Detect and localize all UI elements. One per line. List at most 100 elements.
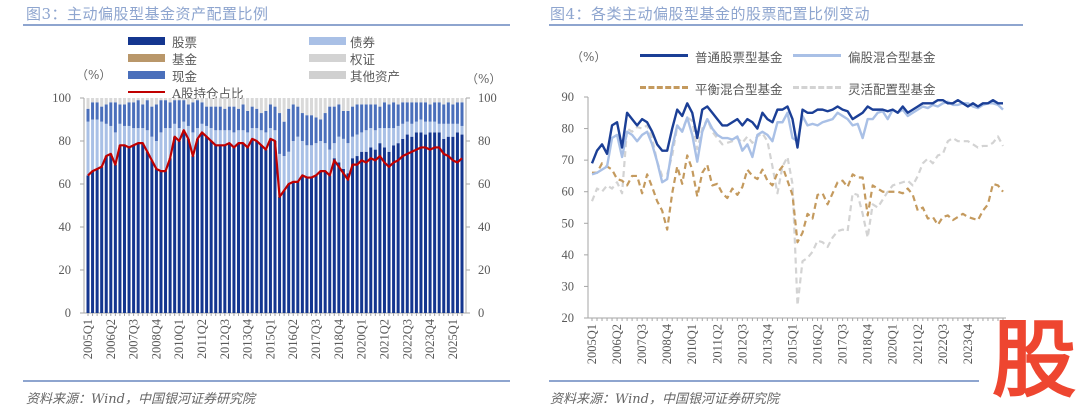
bar-segment (104, 156, 108, 313)
bar-segment (332, 158, 336, 313)
bar-segment (323, 143, 327, 172)
x-tick-label: 2020Q1 (886, 324, 900, 364)
bar-segment (424, 121, 428, 135)
bar-segment (246, 147, 250, 313)
bar-segment (337, 136, 341, 163)
bar-segment (360, 132, 364, 152)
bar-segment (109, 153, 113, 313)
bar-segment (460, 134, 464, 313)
bar-segment (309, 98, 313, 116)
bar-segment (323, 113, 327, 144)
bar-segment (442, 98, 446, 105)
bar-segment (136, 98, 140, 101)
bar-segment (91, 119, 95, 172)
x-tick-label: 2005Q1 (585, 324, 599, 364)
bar-segment (378, 143, 382, 313)
bar-segment (159, 132, 163, 172)
bar-segment (309, 177, 313, 313)
bar-segment (259, 98, 263, 114)
bar-segment (282, 121, 286, 157)
bar-segment (177, 128, 181, 141)
left-y-unit: （%） (76, 68, 112, 82)
bar-segment (227, 130, 231, 144)
bar-segment (296, 106, 300, 137)
bar-segment (145, 98, 149, 101)
bar-segment (291, 98, 295, 105)
bar-segment (455, 102, 459, 124)
x-tick-label: 2006Q2 (610, 324, 624, 364)
bar-segment (145, 100, 149, 131)
bar-segment (264, 132, 268, 150)
bar-segment (446, 102, 450, 124)
bar-segment (437, 102, 441, 124)
bar-segment (328, 175, 332, 313)
x-tick-label: 2021Q2 (377, 319, 391, 359)
bar-segment (177, 100, 181, 129)
bar-segment (410, 123, 414, 137)
bar-segment (332, 98, 336, 107)
bar-segment (364, 104, 368, 131)
legend-label-stock: 股票 (172, 35, 198, 50)
bar-segment (419, 102, 423, 120)
bar-segment (314, 117, 318, 144)
bar-segment (300, 113, 304, 141)
bar-segment (319, 119, 323, 141)
bar-segment (346, 173, 350, 313)
bar-segment (237, 98, 241, 109)
bar-segment (118, 104, 122, 124)
bar-segment (223, 130, 227, 146)
bar-segment (186, 98, 190, 105)
bar-segment (209, 141, 213, 313)
bar-segment (241, 104, 245, 131)
bar-segment (109, 102, 113, 126)
bar-segment (182, 100, 186, 122)
bar-segment (205, 136, 209, 313)
bar-segment (232, 147, 236, 313)
bar-segment (337, 104, 341, 137)
bar-segment (214, 145, 218, 313)
bar-segment (100, 106, 104, 122)
bar-segment (414, 132, 418, 313)
y-tick-label: 20 (59, 263, 72, 277)
legend-label-equity-mixed: 偏股混合型基金 (848, 50, 936, 65)
series-line-2 (592, 154, 1004, 244)
bar-segment (195, 100, 199, 129)
bar-segment (373, 149, 377, 313)
bar-segment (218, 145, 222, 313)
legend-line-balanced (640, 86, 688, 89)
bar-segment (173, 123, 177, 137)
bar-segment (273, 98, 277, 107)
bar-segment (273, 130, 277, 141)
bar-segment (209, 98, 213, 107)
x-tick-label: 2023Q4 (423, 318, 437, 359)
bar-segment (91, 98, 95, 103)
bar-segment (296, 98, 300, 107)
bar-segment (291, 141, 295, 182)
bar-segment (232, 106, 236, 133)
x-tick-label: 2007Q3 (127, 319, 141, 359)
bar-segment (113, 132, 117, 165)
bar-segment (164, 100, 168, 129)
bar-segment (305, 145, 309, 178)
watermark-logo: 股 (992, 311, 1077, 409)
bar-segment (319, 171, 323, 313)
bar-segment (118, 98, 122, 105)
bar-segment (113, 164, 117, 313)
bar-segment (433, 132, 437, 313)
bar-segment (405, 102, 409, 122)
x-tick-label: 2022Q3 (936, 324, 950, 364)
bar-segment (424, 102, 428, 122)
bar-segment (227, 106, 231, 131)
bar-segment (328, 106, 332, 150)
bar-segment (246, 132, 250, 148)
bar-segment (122, 145, 126, 313)
y-tick-label: 90 (562, 90, 575, 104)
legend-label-bond: 债券 (350, 35, 376, 50)
legend-swatch-bond (309, 37, 346, 45)
bar-segment (173, 98, 177, 101)
bar-segment (378, 128, 382, 144)
bar-segment (237, 130, 241, 144)
bar-segment (168, 128, 172, 159)
bar-segment (209, 106, 213, 129)
bar-segment (268, 138, 272, 313)
